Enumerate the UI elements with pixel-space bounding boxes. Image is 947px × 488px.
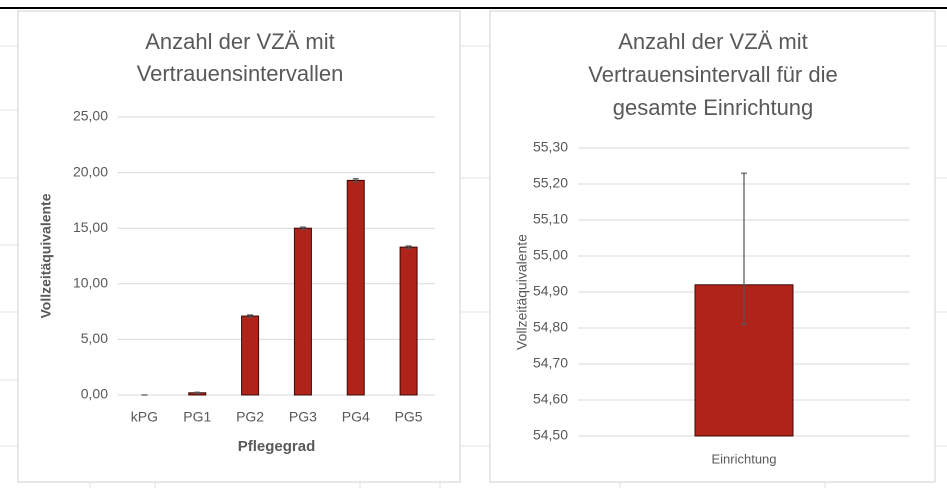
y-tick-label: 55,10: [533, 211, 568, 227]
y-tick-label: 15,00: [73, 219, 108, 235]
bar: [293, 227, 312, 396]
y-axis-title: Vollzeitäquivalente: [38, 193, 54, 318]
y-tick-label: 55,30: [533, 139, 568, 155]
y-tick-label: 25,00: [73, 108, 108, 124]
x-tick-label: PG2: [236, 409, 264, 425]
y-tick-label: 10,00: [73, 275, 108, 291]
x-tick-label: Einrichtung: [711, 451, 776, 466]
x-tick-label: PG5: [395, 409, 423, 425]
error-bar: [247, 314, 254, 318]
error-bar: [405, 245, 412, 249]
chart-title: Vertrauensintervallen: [137, 61, 344, 86]
x-tick-label: PG1: [183, 409, 211, 425]
x-tick-label: PG3: [289, 409, 317, 425]
error-bar: [352, 178, 359, 183]
bar: [241, 315, 260, 396]
y-tick-label: 54,50: [533, 427, 568, 443]
y-tick-label: 55,20: [533, 175, 568, 191]
error-bar: [299, 226, 306, 230]
y-tick-label: 55,00: [533, 247, 568, 263]
y-axis-title: Vollzeitäquivalente: [514, 234, 530, 350]
error-bar: [194, 391, 201, 394]
bar: [346, 179, 365, 396]
y-tick-label: 20,00: [73, 163, 108, 179]
chart-panel: [17, 10, 461, 483]
chart-title: Anzahl der VZÄ mit: [145, 29, 335, 54]
y-tick-label: 54,70: [533, 355, 568, 371]
sheet-grid: [0, 45, 947, 488]
x-tick-label: kPG: [131, 409, 158, 425]
chart-title: Vertrauensintervall für die: [588, 62, 837, 87]
chart-title: Anzahl der VZÄ mit: [618, 29, 808, 54]
bar: [399, 246, 418, 396]
chart-title: gesamte Einrichtung: [613, 95, 814, 120]
error-bar: [741, 172, 747, 325]
y-tick-label: 54,90: [533, 283, 568, 299]
x-axis-title: Pflegegrad: [238, 438, 316, 455]
y-tick-label: 54,80: [533, 319, 568, 335]
y-tick-label: 0,00: [81, 386, 108, 402]
y-tick-label: 54,60: [533, 391, 568, 407]
y-tick-label: 5,00: [81, 330, 108, 346]
x-tick-label: PG4: [342, 409, 370, 425]
